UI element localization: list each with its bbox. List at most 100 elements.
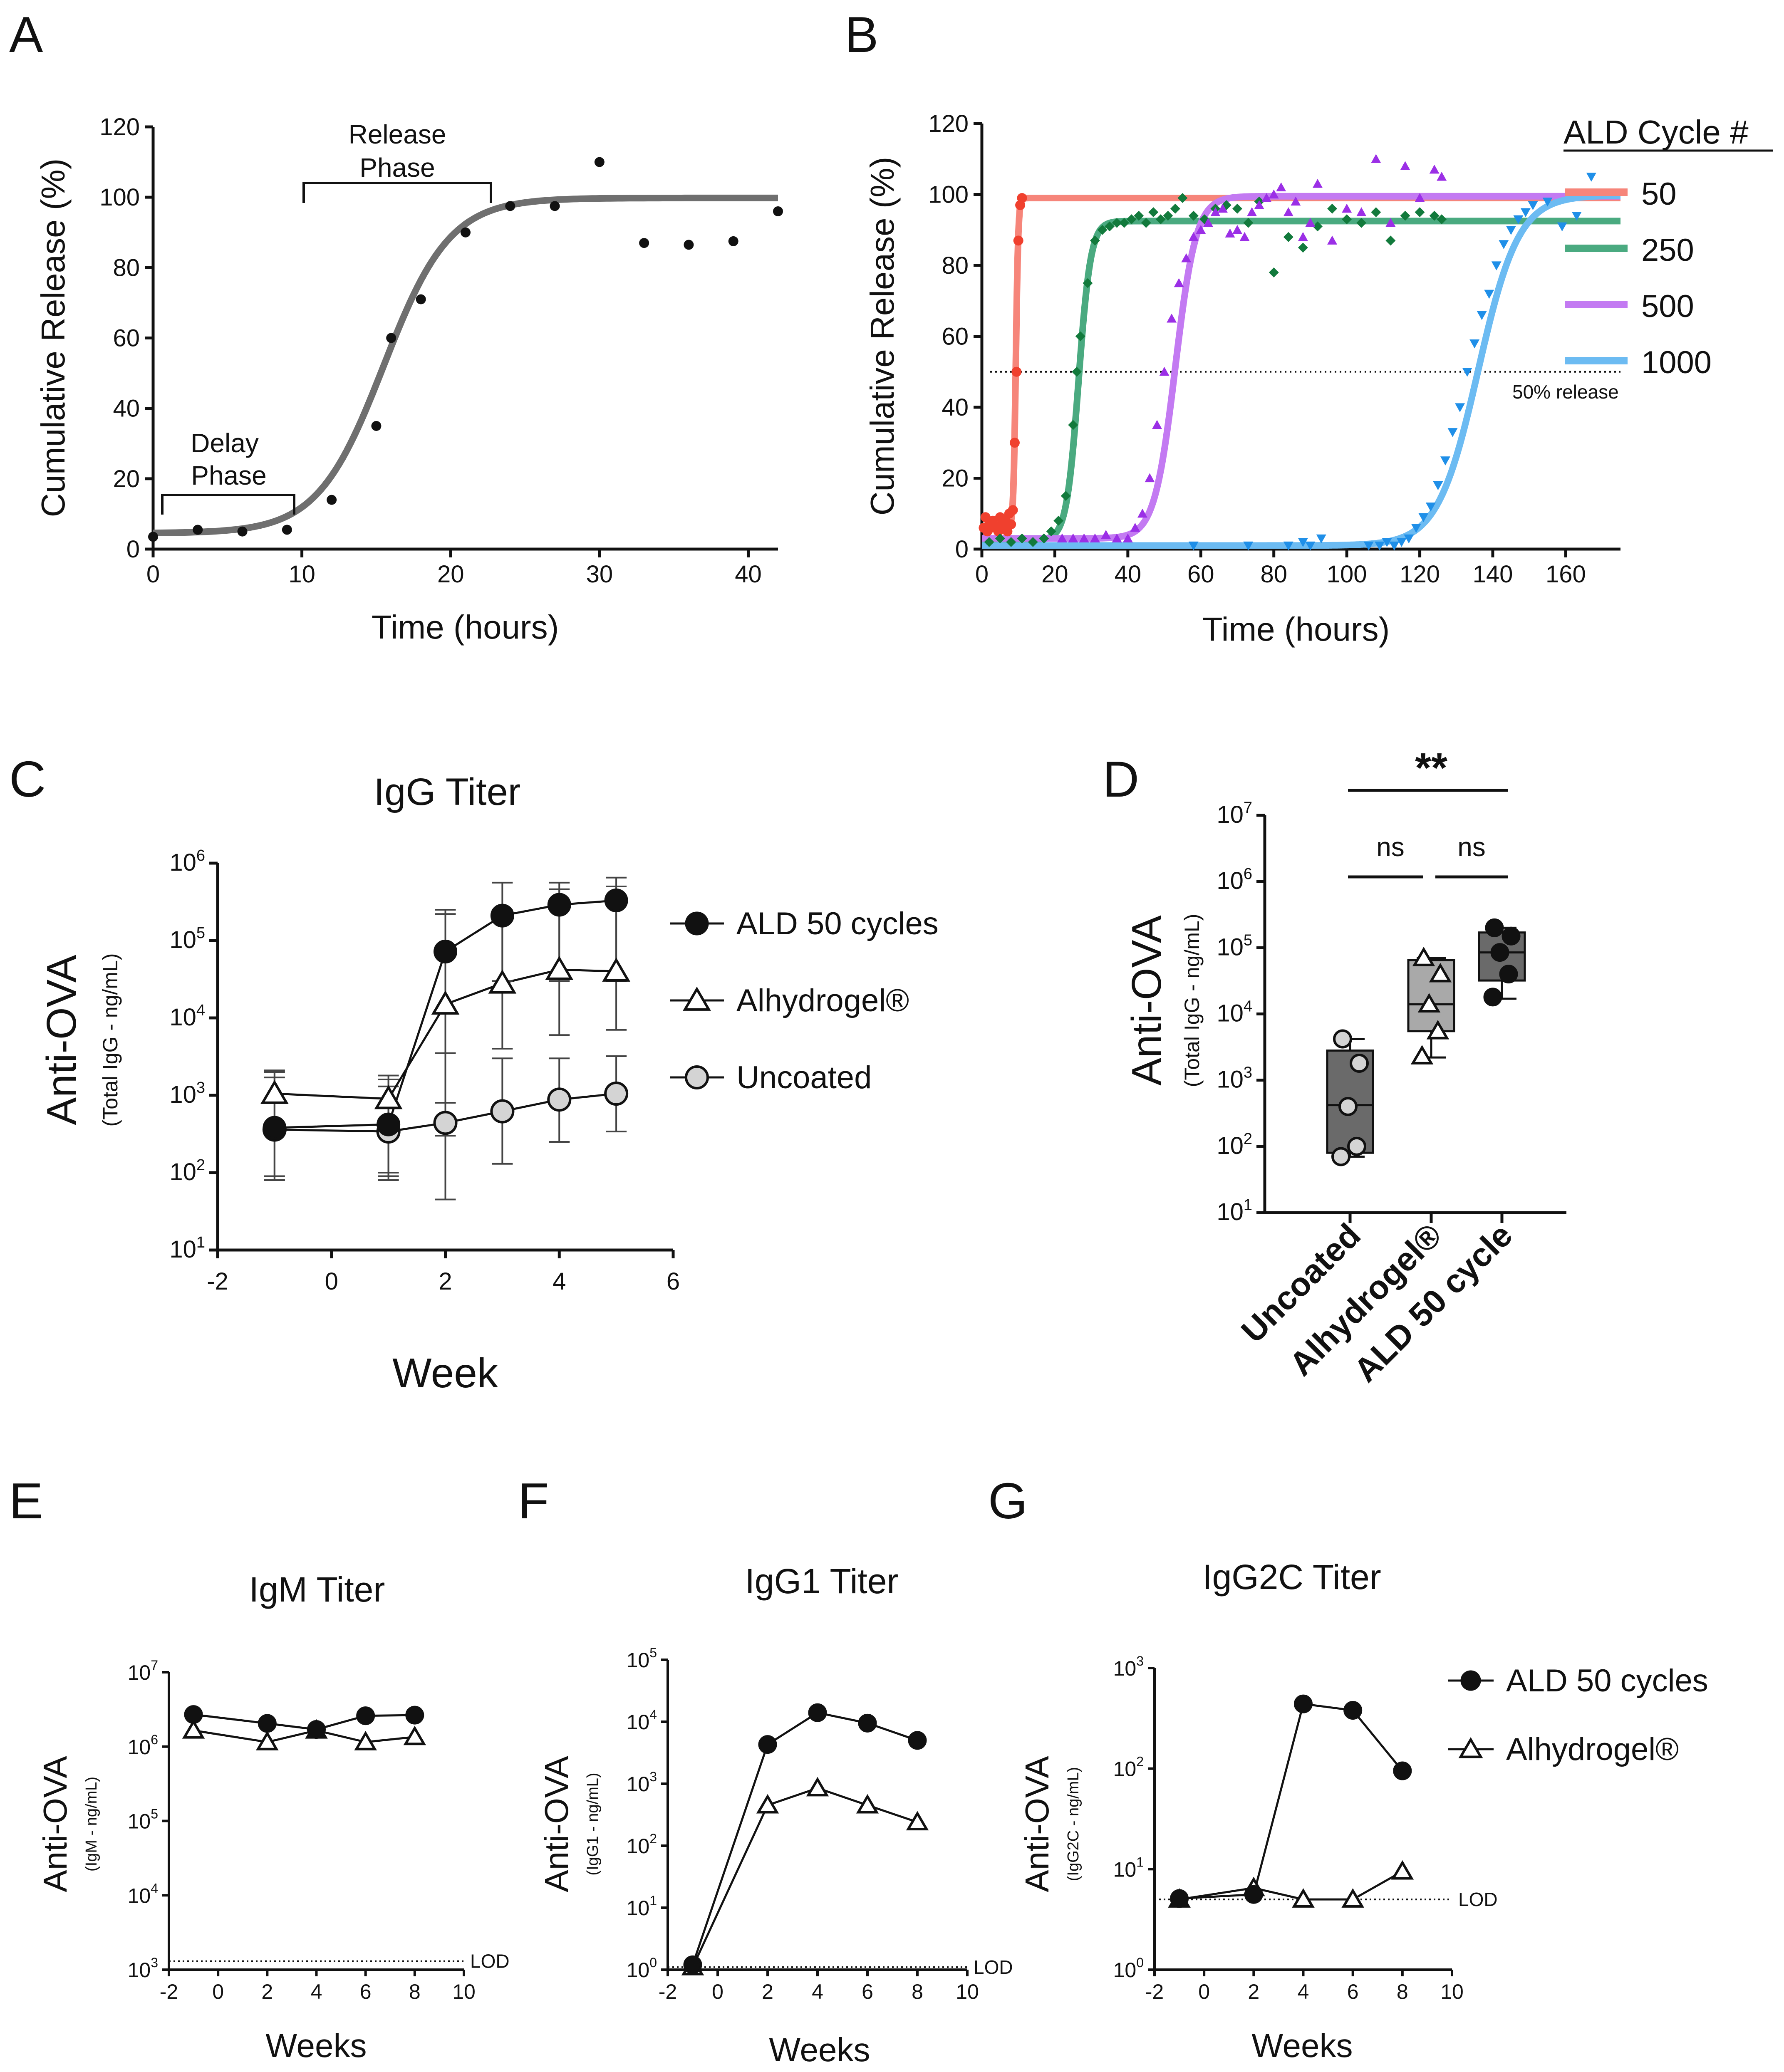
data-point: [182, 1719, 205, 1739]
data-point-1000: [1396, 538, 1407, 547]
data-point: [307, 1720, 326, 1739]
panel-b-x-label: Time (hours): [1202, 611, 1390, 648]
panel-letter-b: B: [845, 6, 878, 63]
data-point: [405, 1706, 424, 1725]
data-point-500: [1371, 154, 1381, 163]
y-tick-label: 20: [942, 465, 969, 492]
panel-b-x-ticks: 0 20 40 60 80 100 120 140 160: [975, 549, 1586, 588]
data-point: [1391, 1860, 1414, 1880]
panel-g-y-sublabel: (IgG2C - ng/mL): [1065, 1767, 1082, 1881]
data-point-500: [1342, 203, 1352, 213]
data-point: [505, 201, 515, 211]
data-point-500: [1137, 508, 1147, 518]
data-point-500: [1239, 232, 1250, 241]
data-point: [1483, 988, 1502, 1007]
data-point: [1292, 1888, 1315, 1908]
y-tick-label: 103: [169, 1079, 205, 1108]
panel-f-y-sublabel: (IgG1 - ng/mL): [584, 1772, 602, 1875]
series-line: [193, 1713, 415, 1731]
data-point-1000: [1389, 541, 1400, 551]
x-tick-label: 4: [812, 1980, 823, 2003]
y-tick-label: 100: [928, 181, 969, 208]
panel-d-x-ticks: [1348, 1213, 1504, 1223]
data-point: [758, 1735, 777, 1754]
data-point-250: [1429, 210, 1440, 221]
data-point-250: [1327, 203, 1338, 214]
x-tick-label: 40: [1115, 561, 1142, 588]
data-point-250: [1342, 214, 1352, 225]
x-tick-label: -2: [160, 1980, 178, 2003]
data-point-500: [1429, 164, 1440, 174]
data-point: [356, 1706, 375, 1725]
legend-marker: [685, 911, 709, 936]
release-phase-bracket: [302, 182, 492, 203]
data-point-1000: [1418, 513, 1429, 522]
panel-d-y-ticks: 101 102 103 104 105 106 107: [1217, 799, 1265, 1225]
data-point-500: [1217, 203, 1228, 213]
y-tick-label: 104: [627, 1707, 657, 1734]
x-tick-label: 6: [360, 1980, 372, 2003]
data-point-250: [1039, 533, 1049, 544]
data-point-250: [1415, 207, 1425, 218]
significance-lines: [1348, 789, 1508, 879]
data-point-500: [1385, 218, 1396, 227]
data-point-500: [1174, 278, 1184, 287]
data-point: [806, 1777, 829, 1797]
y-tick-label: 102: [627, 1831, 657, 1858]
x-tick-label: 4: [553, 1268, 566, 1295]
data-point: [604, 1082, 629, 1106]
data-point-250: [1068, 420, 1078, 430]
data-point-1000: [1455, 403, 1465, 412]
panel-letter-f: F: [518, 1473, 549, 1529]
release-phase-label-2: Phase: [359, 153, 435, 183]
data-point-250: [1155, 214, 1166, 225]
data-point: [282, 525, 292, 535]
panel-a-points: [148, 157, 783, 542]
legend-label: Alhydrogel®: [1506, 1732, 1679, 1767]
data-point-500: [1068, 533, 1078, 543]
data-point: [602, 957, 631, 982]
data-point: [1393, 1761, 1412, 1780]
panel-g-y-label: Anti-OVA: [1018, 1756, 1056, 1892]
x-tick-label: 140: [1473, 561, 1513, 588]
data-point: [550, 201, 560, 211]
panel-letter-c: C: [9, 751, 46, 807]
data-point-1000: [1513, 215, 1524, 225]
data-point-500: [1305, 218, 1316, 227]
y-tick-label: 40: [113, 395, 140, 422]
x-tick-label: 6: [862, 1980, 873, 2003]
data-point-1000: [1462, 368, 1472, 377]
data-point-500: [1283, 207, 1293, 216]
data-point-1000: [1557, 222, 1567, 232]
significance-ns-right: ns: [1457, 832, 1486, 862]
data-point: [1426, 1020, 1450, 1040]
x-tick-label: 0: [146, 561, 160, 588]
panel-g-plot: [1155, 1694, 1452, 1908]
y-tick-label: 105: [169, 924, 205, 953]
data-point-250: [1053, 515, 1064, 526]
legend-label: Uncoated: [736, 1060, 872, 1095]
data-point-500: [1356, 207, 1367, 216]
delay-phase-label-1: Delay: [191, 428, 259, 458]
panel-c-title: IgG Titer: [374, 771, 521, 813]
panel-c-x-ticks: -2 0 2 4 6: [207, 1250, 680, 1295]
data-point: [1338, 1097, 1358, 1116]
legend-marker: [683, 986, 711, 1011]
data-point: [1417, 993, 1441, 1013]
data-point-250: [1437, 214, 1447, 225]
x-tick-label: 8: [1397, 1980, 1408, 2003]
data-point-250: [1141, 218, 1151, 228]
panel-e-y-ticks: 103 104 105 106 107: [128, 1658, 169, 1982]
panel-a-x-ticks: 0 10 20 30 40: [146, 549, 762, 588]
y-tick-label: 107: [1217, 799, 1252, 828]
data-point-1000: [1491, 261, 1502, 270]
panel-b-points: [979, 154, 1596, 551]
data-point: [1502, 926, 1521, 946]
panel-f-title: IgG1 Titer: [745, 1562, 899, 1601]
y-tick-label: 100: [1113, 1955, 1144, 1982]
data-point-250: [1006, 537, 1016, 547]
y-tick-label: 103: [1113, 1654, 1144, 1680]
data-point-50: [1011, 366, 1022, 377]
data-point: [416, 294, 426, 304]
